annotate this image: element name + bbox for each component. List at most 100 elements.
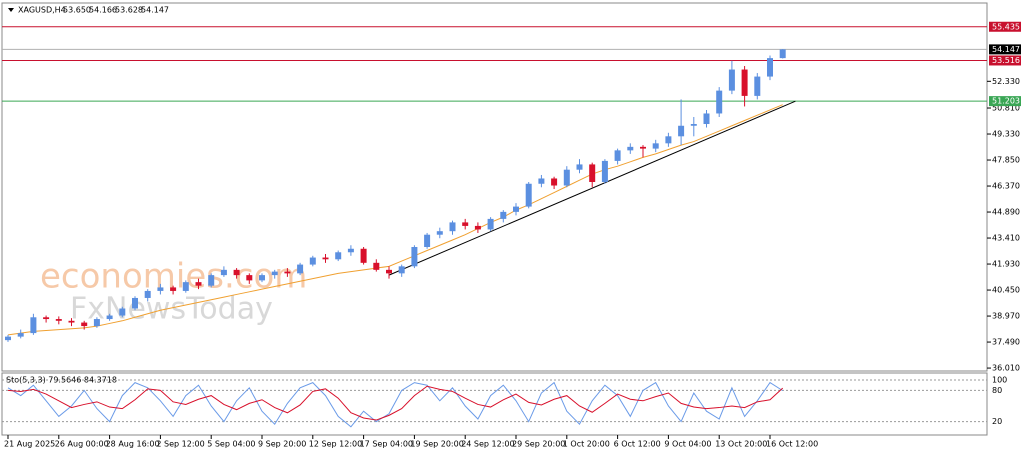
symbol: XAGUSD,H4 (18, 6, 66, 15)
candle-body (182, 282, 189, 291)
moving-average (7, 104, 783, 336)
candle-body (640, 146, 646, 149)
candle-body (106, 315, 113, 320)
candle-body (665, 136, 672, 144)
x-tick-label: 21 Aug 2025 (4, 440, 55, 449)
stoch-title: Sto(5,3,3) 79.5646 84.3718 (6, 376, 117, 385)
candle-body (449, 222, 456, 232)
x-tick-label: 19 Sep 20:00 (410, 440, 463, 449)
level-label-bg (989, 96, 1021, 107)
y-tick-label: 46.370 (992, 182, 1020, 191)
candle-body (398, 266, 405, 274)
candle-body (373, 262, 380, 270)
candle-body (614, 150, 621, 161)
stoch-line (7, 381, 783, 428)
x-tick-label: 28 Aug 16:00 (106, 440, 160, 449)
x-tick-label: 5 Sep 04:00 (207, 440, 255, 449)
candle-body (411, 247, 418, 267)
candle-body (93, 319, 100, 327)
candle-body (309, 257, 316, 265)
candle-body (81, 322, 88, 327)
candle-body (690, 124, 697, 126)
candle-body (589, 164, 596, 182)
y-tick-label: 52.330 (992, 77, 1020, 86)
y-tick-label: 47.850 (992, 156, 1020, 165)
candle-body (601, 160, 608, 182)
candle-body (119, 308, 126, 316)
x-tick-label: 9 Oct 04:00 (664, 440, 711, 449)
candle-body (563, 169, 570, 186)
low: 53.628 (115, 6, 143, 15)
candle-body (424, 234, 431, 248)
x-tick-label: 1 Oct 20:00 (563, 440, 610, 449)
x-tick-label: 6 Oct 12:00 (614, 440, 661, 449)
candle-body (259, 275, 265, 281)
candle-body (360, 248, 367, 263)
level-label: 51.203 (992, 97, 1020, 106)
candle-body (132, 297, 138, 309)
candle-body (525, 183, 532, 207)
candle-body (678, 125, 685, 137)
candle-body (652, 143, 659, 149)
candle-body (271, 271, 278, 276)
y-tick-label: 44.890 (992, 208, 1020, 217)
candle-body (754, 76, 761, 96)
main-pane (1, 2, 988, 372)
candle-body (436, 231, 443, 235)
level-label-bg (989, 55, 1021, 66)
candle-body (347, 248, 354, 253)
candle-body (767, 58, 773, 77)
candle-body (716, 90, 723, 114)
candle-body (386, 269, 392, 274)
x-tick-label: 16 Oct 12:00 (766, 440, 818, 449)
candle-body (246, 275, 253, 281)
candle-body (284, 271, 291, 274)
level-label: 53.516 (992, 56, 1020, 65)
candle-body (513, 206, 519, 212)
candle-body (297, 264, 304, 274)
y-tick-label: 41.930 (992, 260, 1020, 269)
level-label: 55.435 (992, 22, 1020, 31)
y-tick-label: 36.010 (992, 364, 1020, 373)
candle-body (30, 317, 37, 334)
candle-body (68, 320, 75, 323)
candle-body (233, 269, 240, 276)
candle-body (322, 257, 329, 260)
open: 53.650 (63, 6, 91, 15)
x-tick-label: 17 Sep 04:00 (360, 440, 413, 449)
candle-body (43, 317, 50, 320)
stoch-tick-label: 20 (992, 417, 1002, 426)
candle-body (779, 49, 786, 59)
high: 54.166 (89, 6, 117, 15)
candle-body (55, 319, 62, 321)
candle-body (627, 146, 634, 151)
trendline (388, 100, 796, 276)
stoch-pane (1, 372, 988, 436)
candle-body (462, 222, 469, 226)
candle-body (474, 225, 481, 230)
y-tick-label: 49.330 (992, 130, 1020, 139)
y-tick-label: 40.450 (992, 286, 1020, 295)
candle-body (728, 69, 735, 91)
candle-body (208, 275, 215, 286)
y-tick-label: 50.810 (992, 104, 1020, 113)
x-tick-label: 13 Oct 20:00 (715, 440, 767, 449)
x-tick-label: 26 Aug 00:00 (55, 440, 109, 449)
y-tick-label: 43.410 (992, 234, 1020, 243)
candle-body (500, 211, 507, 219)
candle-body (195, 282, 202, 286)
x-tick-label: 9 Sep 20:00 (258, 440, 306, 449)
x-tick-label: 12 Sep 12:00 (309, 440, 362, 449)
y-tick-label: 38.970 (992, 312, 1020, 321)
candle-body (741, 69, 748, 96)
candle-body (487, 218, 494, 230)
candle-body (576, 164, 583, 170)
close: 54.147 (141, 6, 169, 15)
stoch-line (7, 385, 784, 421)
candle-body (703, 113, 710, 125)
level-label-bg (989, 44, 1021, 55)
stoch-tick-label: 80 (992, 386, 1002, 395)
menu-icon[interactable] (8, 8, 14, 12)
level-label: 54.147 (992, 45, 1020, 54)
